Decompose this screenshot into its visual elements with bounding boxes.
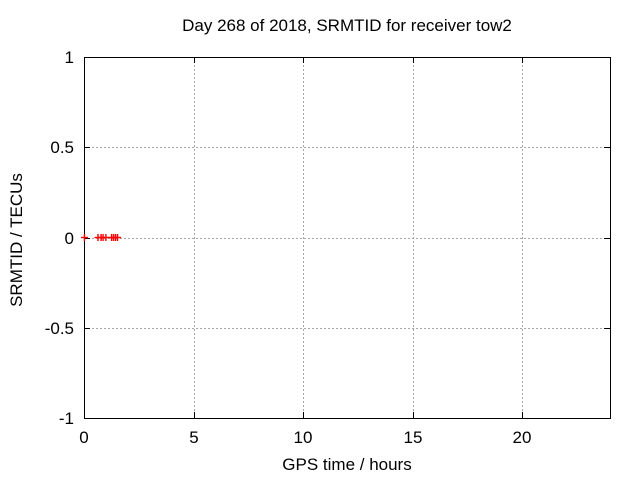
x-tick-label: 15 [404, 428, 423, 447]
x-axis-label: GPS time / hours [282, 455, 411, 474]
y-tick-label: -0.5 [45, 319, 74, 338]
tick-label-layer: 0 5 10 15 20 -1 -0.5 0 0.5 1 [45, 48, 532, 447]
y-tick-label: 0 [65, 229, 74, 248]
y-axis-label: SRMTID / TECUs [7, 173, 26, 307]
y-tick-label: 1 [65, 48, 74, 67]
data-point-marker [80, 234, 88, 241]
x-tick-label: 10 [294, 428, 313, 447]
axis-layer [84, 57, 611, 419]
x-tick-label: 0 [79, 428, 88, 447]
y-tick-label: -1 [59, 409, 74, 428]
plot-border [84, 57, 611, 419]
data-series-srmtid [80, 234, 122, 241]
grid-layer [84, 57, 610, 418]
x-tick-label: 20 [513, 428, 532, 447]
data-point-marker [114, 234, 122, 241]
chart-title: Day 268 of 2018, SRMTID for receiver tow… [182, 16, 512, 35]
x-tick-label: 5 [189, 428, 198, 447]
y-tick-label: 0.5 [50, 138, 74, 157]
